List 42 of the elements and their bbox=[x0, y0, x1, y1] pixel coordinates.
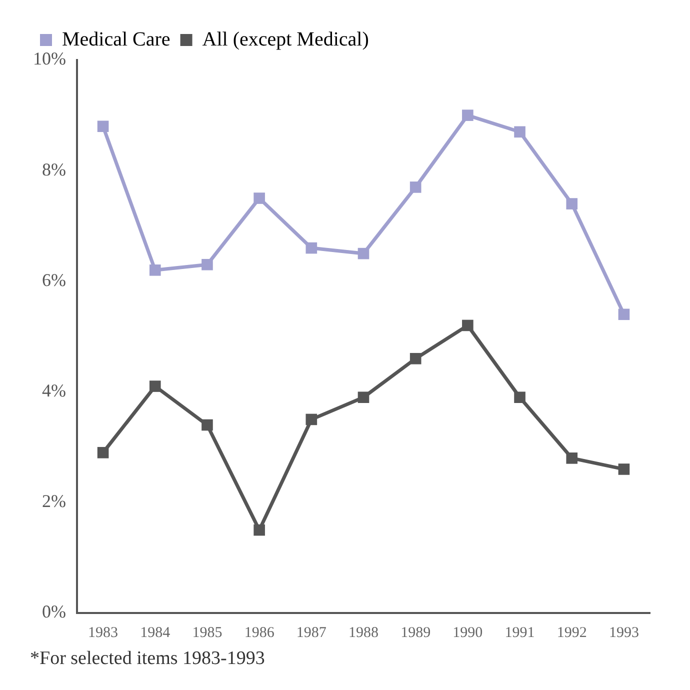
point bbox=[306, 414, 318, 426]
point bbox=[97, 446, 109, 458]
x-tick-label: 1984 bbox=[140, 624, 171, 641]
point bbox=[202, 419, 213, 431]
point bbox=[514, 126, 526, 138]
point bbox=[358, 248, 370, 260]
x-tick-label: 1983 bbox=[88, 624, 118, 641]
point bbox=[618, 308, 630, 320]
point bbox=[149, 264, 161, 276]
point bbox=[97, 120, 109, 132]
point bbox=[514, 392, 526, 403]
x-tick-label: 1989 bbox=[400, 624, 431, 641]
point bbox=[618, 464, 630, 475]
point bbox=[566, 198, 578, 210]
x-tick-label: 1993 bbox=[608, 624, 639, 641]
x-tick-label: 1987 bbox=[296, 624, 327, 641]
y-tick-label: 2% bbox=[42, 491, 66, 512]
y-tick-label: 6% bbox=[42, 270, 66, 290]
legend-label: Medical Care bbox=[62, 28, 170, 50]
point bbox=[410, 352, 422, 364]
x-tick-label: 1985 bbox=[192, 624, 222, 641]
point bbox=[254, 192, 265, 204]
y-tick-label: 8% bbox=[42, 159, 66, 180]
point bbox=[462, 320, 474, 332]
x-tick-label: 1991 bbox=[504, 624, 535, 641]
text: *For selected items 1983-1993 bbox=[30, 648, 265, 670]
x-tick-label: 1990 bbox=[452, 624, 483, 641]
x-tick-label: 1992 bbox=[556, 624, 587, 641]
point bbox=[462, 110, 474, 121]
point bbox=[566, 452, 578, 464]
point bbox=[358, 392, 370, 403]
point bbox=[410, 182, 422, 193]
y-tick-label: 4% bbox=[42, 380, 66, 401]
point bbox=[202, 258, 213, 270]
x-tick-label: 1986 bbox=[244, 624, 275, 641]
point bbox=[254, 524, 265, 536]
point bbox=[306, 242, 318, 254]
point bbox=[149, 380, 161, 392]
y-tick-label: 10% bbox=[32, 48, 66, 69]
y-tick-label: 0% bbox=[42, 602, 66, 622]
x-tick-label: 1988 bbox=[348, 624, 378, 641]
legend-label: All (except Medical) bbox=[202, 28, 369, 50]
